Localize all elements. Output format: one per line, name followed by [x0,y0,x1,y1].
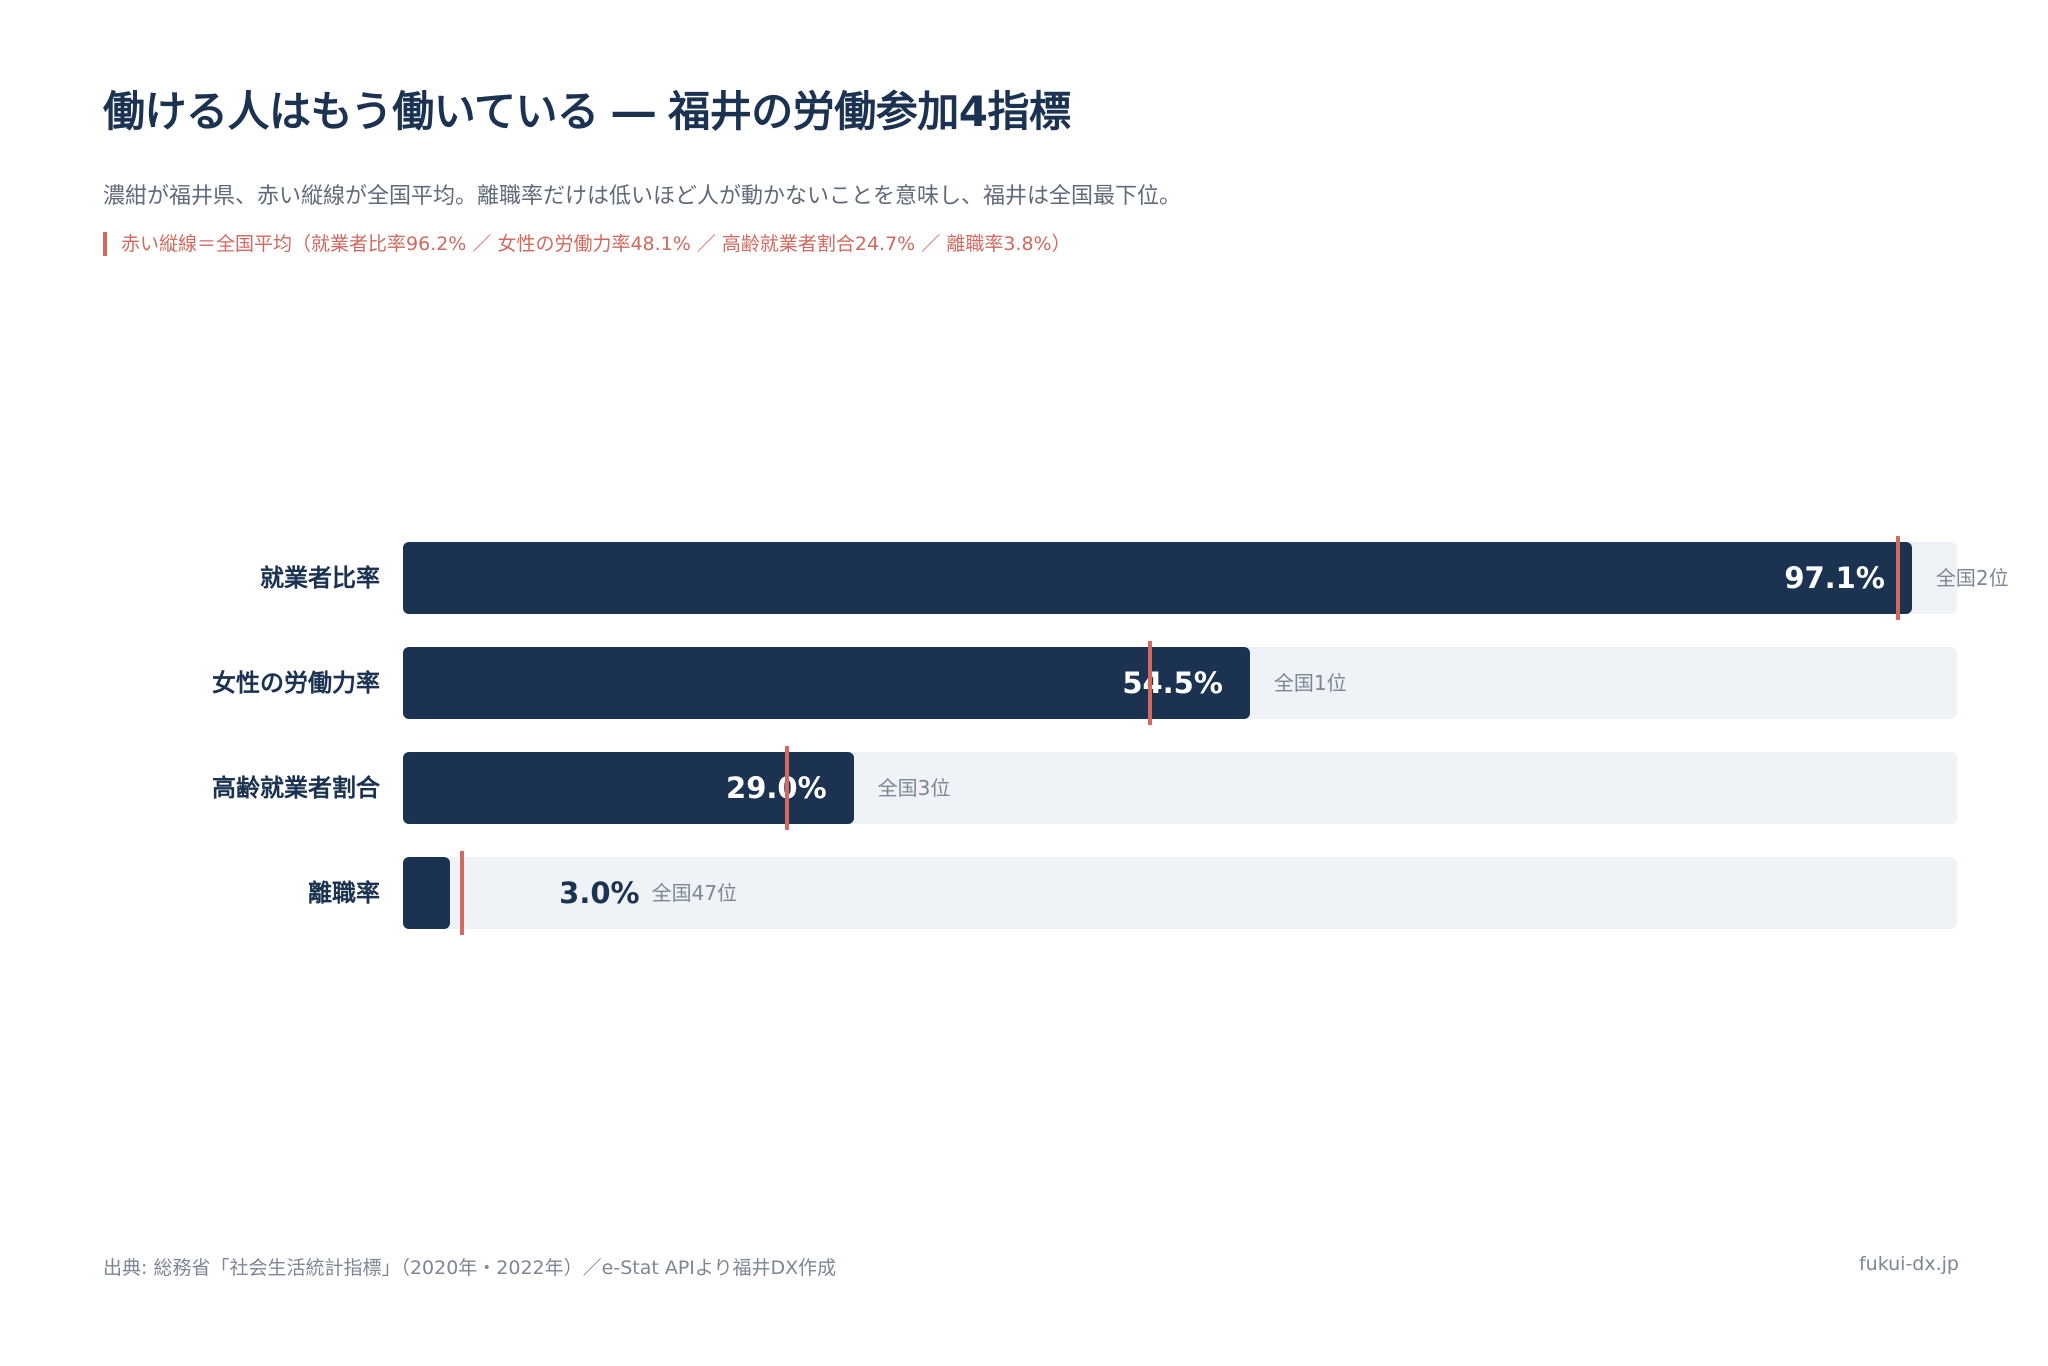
rank-label: 全国3位 [877,776,951,800]
bar-fukui[interactable] [403,542,1912,614]
category-label: 就業者比率 [260,564,380,592]
bar-fukui[interactable] [403,647,1250,719]
average-legend-note: 赤い縦線＝全国平均（就業者比率96.2% ／ 女性の労働力率48.1% ／ 高齢… [103,229,1071,256]
average-marker [1895,536,1900,620]
average-marker [784,746,789,830]
category-label: 高齢就業者割合 [212,774,380,802]
value-label: 97.1% [1784,561,1885,595]
rank-label: 全国2位 [1935,566,2009,590]
site-credit: fukui-dx.jp [1858,1253,1959,1275]
chart-title: 働ける人はもう働いている ― 福井の労働参加4指標 [103,87,1071,136]
category-label: 女性の労働力率 [212,669,380,697]
value-label: 3.0% [559,876,640,910]
bar-track [403,857,1957,929]
value-label: 29.0% [726,771,827,805]
value-label: 54.5% [1122,666,1223,700]
category-label: 離職率 [308,879,380,907]
source-note: 出典: 総務省「社会生活統計指標」（2020年・2022年）／e-Stat AP… [103,1257,837,1279]
chart-subtitle: 濃紺が福井県、赤い縦線が全国平均。離職率だけは低いほど人が動かないことを意味し、… [103,184,1182,209]
bar-fukui[interactable] [403,752,854,824]
average-marker [460,851,465,935]
rank-label: 全国1位 [1273,671,1347,695]
bar-fukui[interactable] [403,857,450,929]
average-marker [1148,641,1153,725]
rank-label: 全国47位 [651,881,738,905]
